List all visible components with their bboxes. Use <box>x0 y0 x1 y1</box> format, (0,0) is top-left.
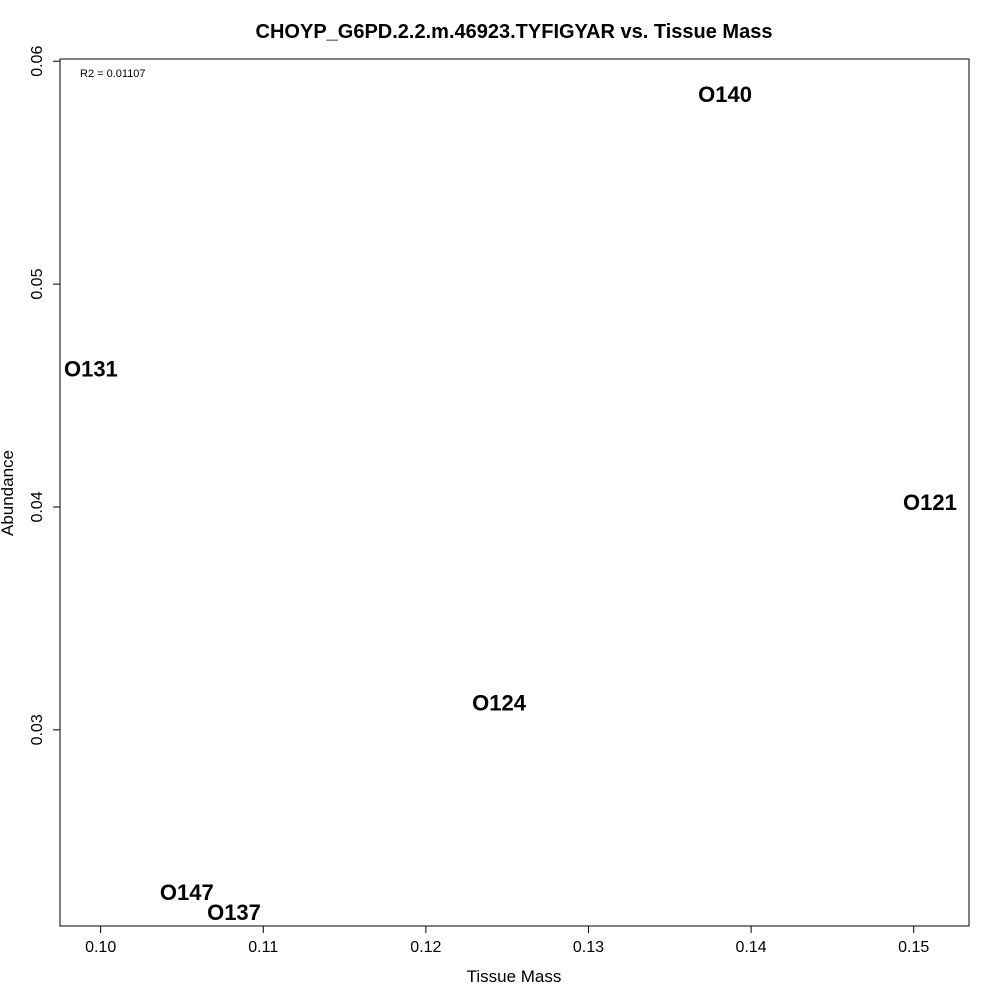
y-tick-label: 0.04 <box>29 491 46 522</box>
x-axis: 0.10 0.11 0.12 0.13 0.14 0.15 <box>85 926 929 956</box>
x-tick-label: 0.15 <box>898 939 929 956</box>
plot-frame <box>59 58 970 927</box>
x-tick-label: 0.11 <box>248 939 278 956</box>
point-label-o137: O137 <box>207 900 261 925</box>
y-axis-label: Abundance <box>0 450 17 536</box>
point-label-o147: O147 <box>160 880 214 905</box>
x-tick-label: 0.10 <box>85 939 116 956</box>
point-label-o140: O140 <box>698 82 752 107</box>
point-label-o131: O131 <box>64 356 118 381</box>
y-tick-label: 0.06 <box>29 46 46 77</box>
chart-title: CHOYP_G6PD.2.2.m.46923.TYFIGYAR vs. Tiss… <box>256 21 773 43</box>
x-tick-label: 0.13 <box>573 939 604 956</box>
point-label-o121: O121 <box>903 490 957 515</box>
r2-annotation: R2 = 0.01107 <box>80 68 146 80</box>
x-tick-label: 0.12 <box>410 939 441 956</box>
y-tick-label: 0.05 <box>29 268 46 299</box>
y-tick-label: 0.03 <box>29 714 46 745</box>
x-axis-label: Tissue Mass <box>467 967 562 986</box>
point-label-o124: O124 <box>472 691 527 716</box>
y-axis: 0.03 0.04 0.05 0.06 <box>29 46 60 745</box>
x-tick-label: 0.14 <box>736 939 767 956</box>
